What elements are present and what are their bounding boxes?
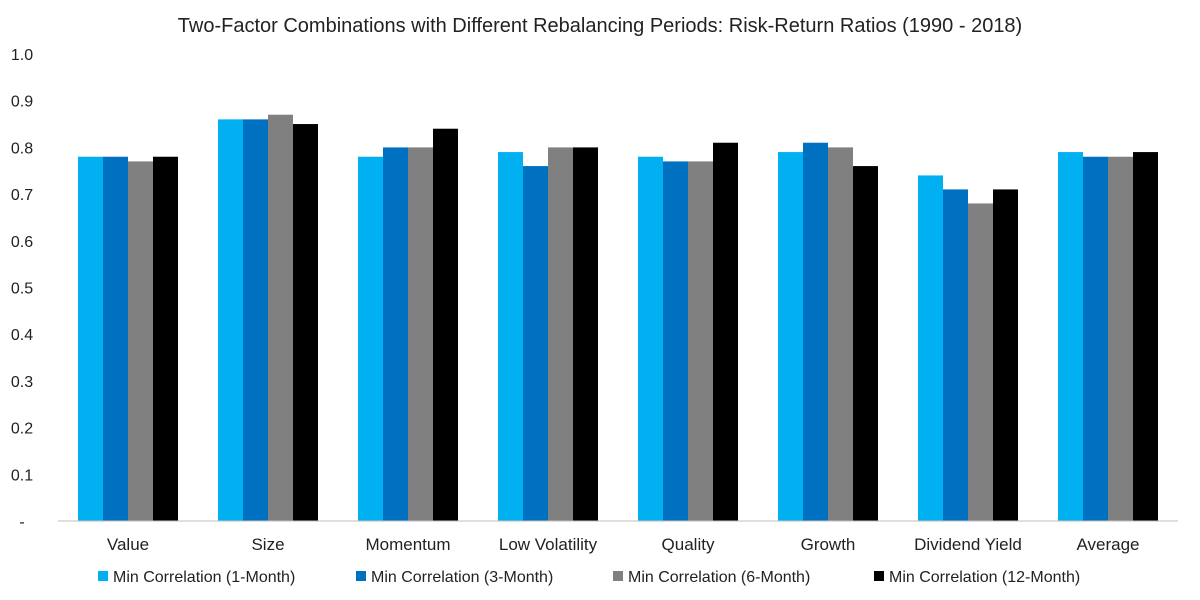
bar-average-series-4 [1133,152,1158,521]
bar-dividend-yield-series-1 [918,175,943,522]
y-tick-label: 0.5 [11,281,33,298]
y-tick-label: 0.4 [11,327,33,344]
x-category-label: Quality [662,535,715,554]
bar-value-series-4 [153,156,178,522]
bar-size-series-3 [268,114,293,522]
y-axis: - 0.1 0.2 0.3 0.4 0.5 0.6 0.7 0.8 0.9 1.0 [11,47,33,531]
y-tick-label: 0.9 [11,94,33,111]
y-tick-label: 0.2 [11,421,33,438]
x-category-label: Low Volatility [499,535,598,554]
bar-growth-series-1 [778,152,803,521]
bar-quality-series-4 [713,142,738,522]
x-axis: Value Size Momentum Low Volatility Quality Gr… [107,535,1140,554]
bar-dividend-yield-series-2 [943,189,968,521]
bar-quality-series-1 [638,156,663,522]
bar-momentum-series-1 [358,156,383,522]
legend-label: Min Correlation (1-Month) [113,569,295,586]
bar-quality-series-3 [688,161,713,521]
legend: Min Correlation (1-Month) Min Correlation… [98,569,1080,586]
legend-swatch [356,571,366,581]
y-tick-label: 0.6 [11,234,33,251]
bar-quality-series-2 [663,161,688,521]
bar-low-volatility-series-4 [573,147,598,521]
x-category-label: Momentum [365,535,450,554]
bar-value-series-3 [128,161,153,521]
legend-swatch [874,571,884,581]
x-category-label: Dividend Yield [914,535,1022,554]
x-category-label: Size [251,535,284,554]
bar-low-volatility-series-1 [498,152,523,521]
bar-low-volatility-series-3 [548,147,573,521]
bar-growth-series-4 [853,166,878,521]
x-category-label: Average [1076,535,1139,554]
bar-momentum-series-4 [433,128,458,521]
plot-area [78,114,1158,522]
bar-momentum-series-3 [408,147,433,521]
bar-size-series-1 [218,119,243,521]
bar-growth-series-2 [803,142,828,522]
y-tick-label: 0.3 [11,374,33,391]
bar-average-series-3 [1108,156,1133,522]
bar-dividend-yield-series-3 [968,203,993,521]
bar-growth-series-3 [828,147,853,521]
x-category-label: Value [107,535,149,554]
bar-value-series-2 [103,156,128,522]
legend-label: Min Correlation (3-Month) [371,569,553,586]
legend-label: Min Correlation (6-Month) [628,569,810,586]
bar-momentum-series-2 [383,147,408,521]
legend-label: Min Correlation (12-Month) [889,569,1080,586]
y-tick-label: 0.7 [11,187,33,204]
bar-size-series-2 [243,119,268,521]
y-tick-label: 1.0 [11,47,33,64]
bar-average-series-2 [1083,156,1108,522]
bar-dividend-yield-series-4 [993,189,1018,521]
bar-value-series-1 [78,156,103,522]
x-category-label: Growth [801,535,856,554]
bar-average-series-1 [1058,152,1083,521]
bar-size-series-4 [293,124,318,522]
y-tick-label: 0.8 [11,140,33,157]
legend-swatch [98,571,108,581]
legend-swatch [613,571,623,581]
y-tick-label: 0.1 [11,467,33,484]
chart-title: Two-Factor Combinations with Different R… [178,15,1022,37]
y-tick-label: - [19,514,24,531]
bar-low-volatility-series-2 [523,166,548,521]
